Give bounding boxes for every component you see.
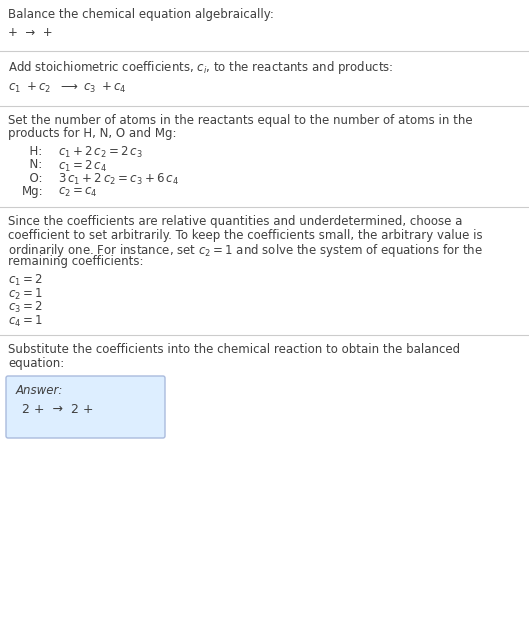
Text: $c_1 = 2$: $c_1 = 2$: [8, 273, 43, 288]
Text: Set the number of atoms in the reactants equal to the number of atoms in the: Set the number of atoms in the reactants…: [8, 114, 472, 127]
Text: ordinarily one. For instance, set $c_2 = 1$ and solve the system of equations fo: ordinarily one. For instance, set $c_2 =…: [8, 242, 483, 259]
Text: $c_2 = c_4$: $c_2 = c_4$: [58, 186, 98, 199]
Text: $c_1 + 2\,c_2 = 2\,c_3$: $c_1 + 2\,c_2 = 2\,c_3$: [58, 145, 143, 160]
Text: +  →  +: + → +: [8, 26, 52, 39]
Text: equation:: equation:: [8, 356, 64, 369]
FancyBboxPatch shape: [6, 376, 165, 438]
Text: N:: N:: [22, 158, 42, 171]
Text: Add stoichiometric coefficients, $c_i$, to the reactants and products:: Add stoichiometric coefficients, $c_i$, …: [8, 59, 394, 76]
Text: 2 +  →  2 +: 2 + → 2 +: [22, 403, 94, 416]
Text: $3\,c_1 + 2\,c_2 = c_3 + 6\,c_4$: $3\,c_1 + 2\,c_2 = c_3 + 6\,c_4$: [58, 172, 179, 187]
Text: products for H, N, O and Mg:: products for H, N, O and Mg:: [8, 128, 177, 141]
Text: Balance the chemical equation algebraically:: Balance the chemical equation algebraica…: [8, 8, 274, 21]
Text: coefficient to set arbitrarily. To keep the coefficients small, the arbitrary va: coefficient to set arbitrarily. To keep …: [8, 229, 482, 242]
Text: $c_1 = 2\,c_4$: $c_1 = 2\,c_4$: [58, 158, 107, 174]
Text: $c_2 = 1$: $c_2 = 1$: [8, 287, 43, 302]
Text: Mg:: Mg:: [22, 186, 43, 199]
Text: $c_4 = 1$: $c_4 = 1$: [8, 313, 43, 328]
Text: remaining coefficients:: remaining coefficients:: [8, 255, 143, 269]
Text: $c_1\ +c_2\ \ \longrightarrow\ c_3\ +c_4$: $c_1\ +c_2\ \ \longrightarrow\ c_3\ +c_4…: [8, 80, 127, 95]
Text: H:: H:: [22, 145, 42, 158]
Text: $c_3 = 2$: $c_3 = 2$: [8, 300, 43, 315]
Text: Substitute the coefficients into the chemical reaction to obtain the balanced: Substitute the coefficients into the che…: [8, 343, 460, 356]
Text: O:: O:: [22, 172, 42, 185]
Text: Answer:: Answer:: [16, 384, 63, 397]
Text: Since the coefficients are relative quantities and underdetermined, choose a: Since the coefficients are relative quan…: [8, 215, 462, 228]
